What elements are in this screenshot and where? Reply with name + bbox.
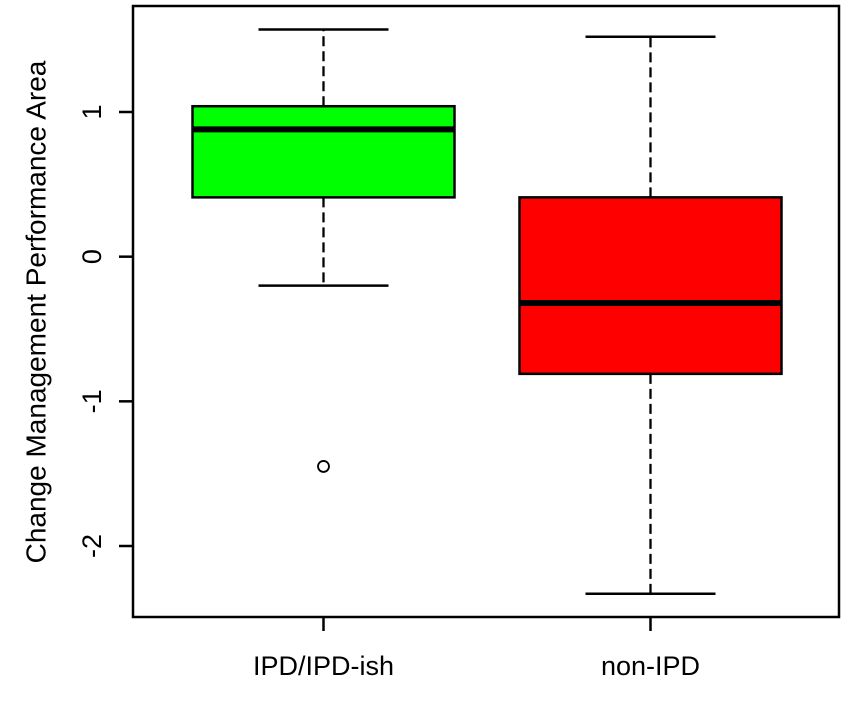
x-category-label: non-IPD [601, 651, 700, 681]
y-tick-label: -1 [77, 389, 107, 413]
y-tick-label: 0 [77, 249, 107, 264]
plot-border [131, 4, 841, 619]
y-tick-label: -2 [77, 534, 107, 558]
iqr-box-green [191, 104, 456, 199]
y-tick-label: 1 [77, 104, 107, 119]
iqr-box-red [518, 196, 783, 376]
x-category-label: IPD/IPD-ish [253, 651, 394, 681]
y-axis-title: Change Management Performance Area [21, 60, 52, 563]
outlier-point [317, 460, 330, 473]
plot-layer: 1 0 -1 -2 IPD/IPD-ish non-IPD [77, 4, 841, 681]
